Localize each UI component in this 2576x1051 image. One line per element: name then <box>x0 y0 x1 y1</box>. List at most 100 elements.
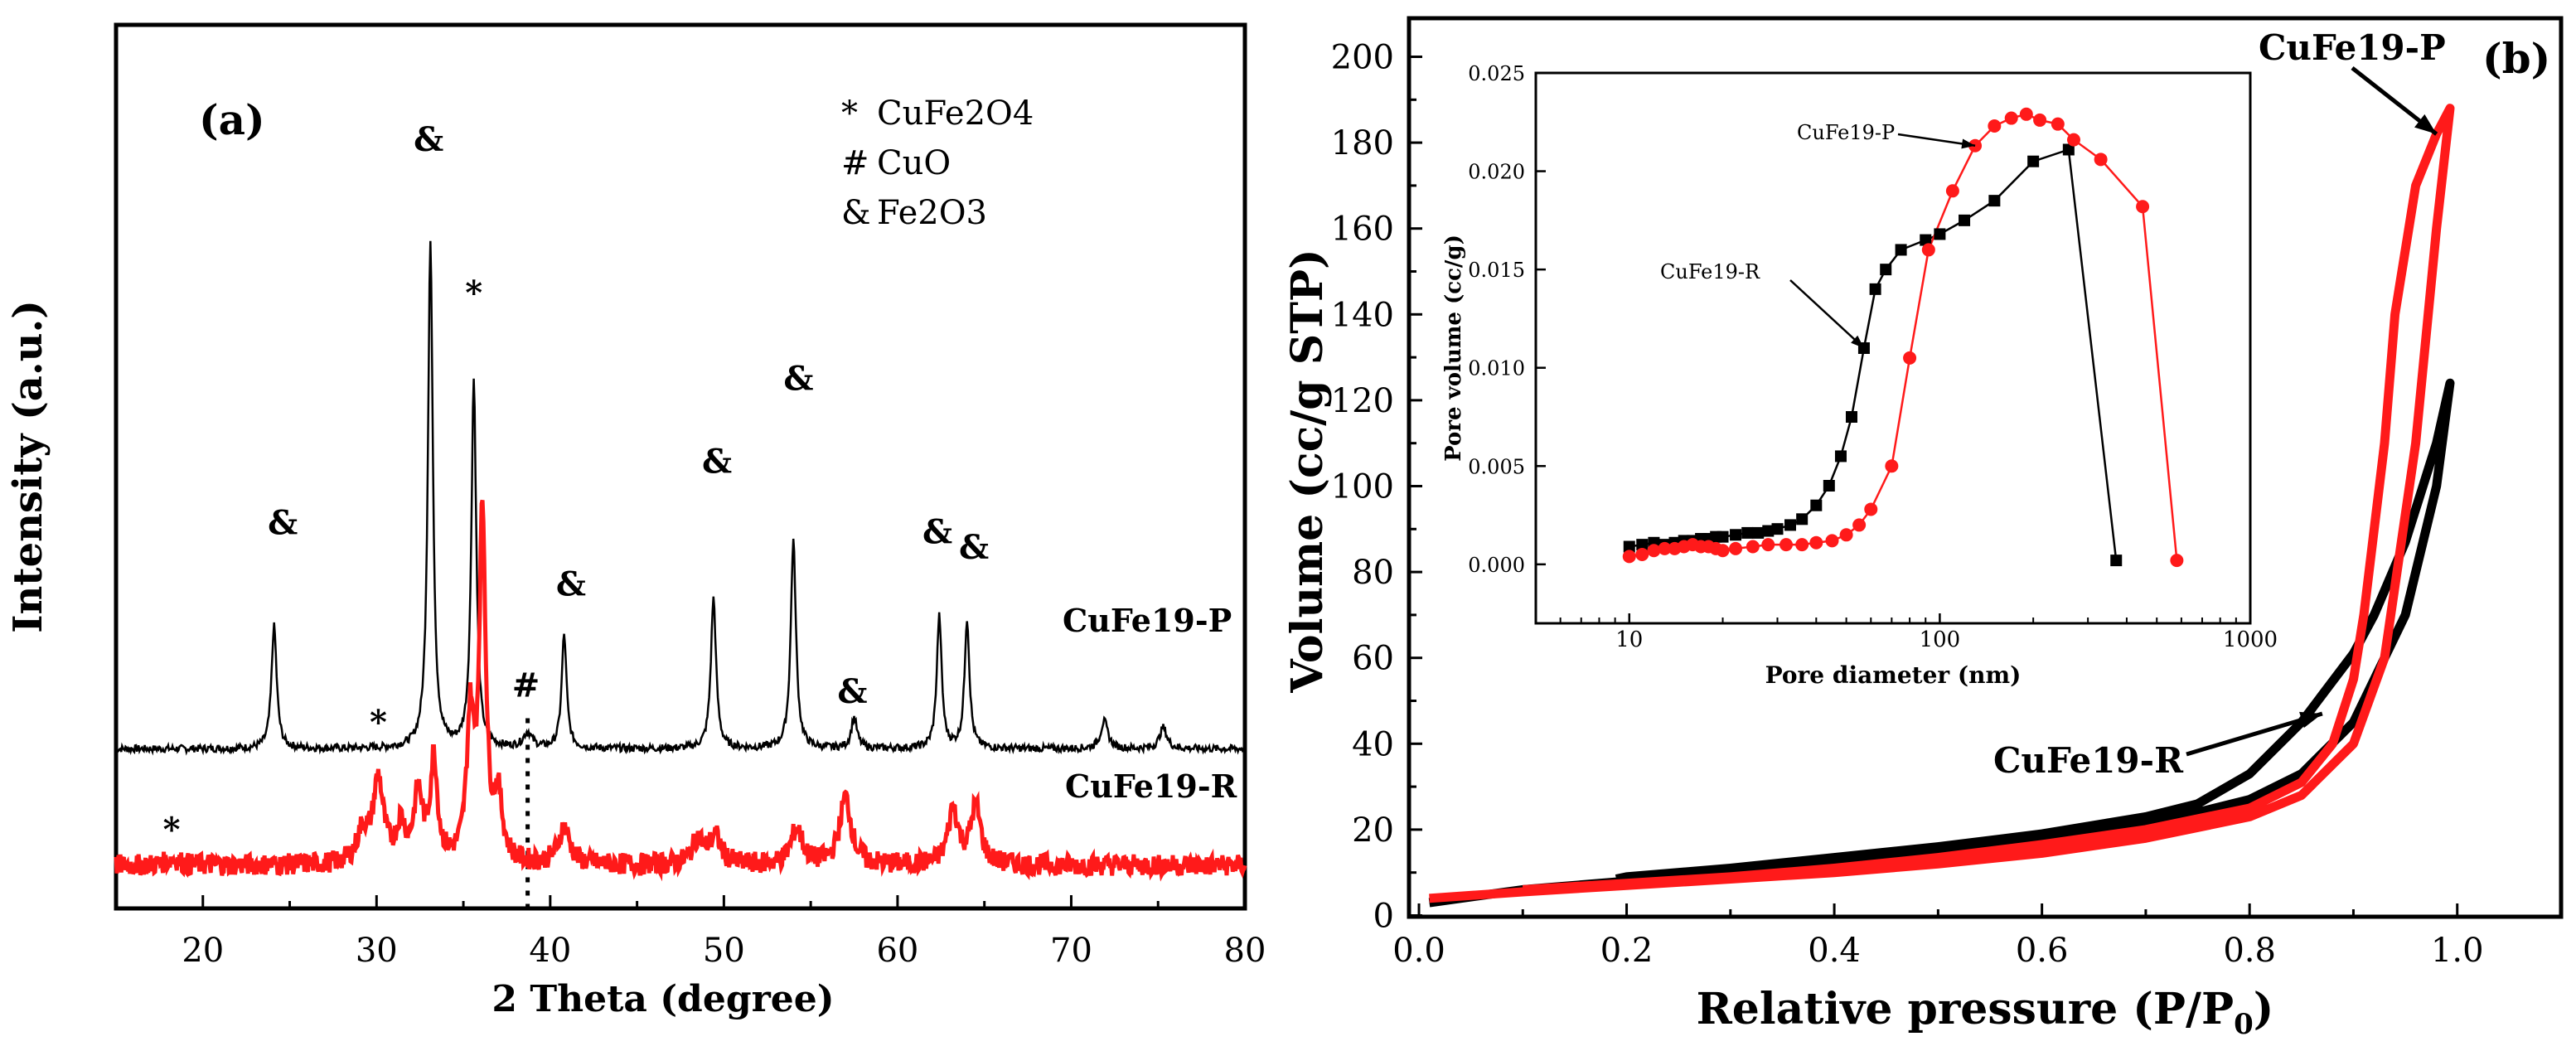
xrd-series-label-cufe19-r: CuFe19-R <box>1065 768 1237 805</box>
inset-y-tick-label-5: 0.025 <box>1468 62 1525 85</box>
xrd-peak-marker-8: & <box>922 513 952 552</box>
inset-point-cufe19-p-32 <box>2094 153 2108 167</box>
inset-point-cufe19-p-2 <box>1647 544 1661 558</box>
isotherm-y-tick-label-60: 60 <box>1352 640 1394 678</box>
xrd-peak-marker-0: & <box>268 504 298 543</box>
inset-x-axis-title: Pore diameter (nm) <box>1765 661 2022 689</box>
isotherm-y-tick-label-80: 80 <box>1352 554 1394 592</box>
isotherm-panel: 0.0 0.2 0.4 0.6 0.8 1.0 0 20 40 60 80 100 120 140 160 1… <box>1282 16 2564 1041</box>
isotherm-x-axis-title: Relative pressure (P/P0) <box>1697 984 2274 1041</box>
isotherm-x-tick-label-4: 0.8 <box>2223 932 2276 970</box>
isotherm-panel-label: (b) <box>2482 34 2550 83</box>
inset-point-cufe19-p-30 <box>2051 117 2065 131</box>
isotherm-y-tick-label-20: 20 <box>1352 811 1394 850</box>
xrd-peak-marker-11: * <box>163 811 181 850</box>
inset-point-cufe19-p-28 <box>2019 107 2033 121</box>
xrd-y-axis-title: Intensity (a.u.) <box>5 300 51 633</box>
inset-x-tick-label-1000: 1000 <box>2223 627 2278 652</box>
inset-point-cufe19-p-29 <box>2033 113 2047 127</box>
inset-point-cufe19-p-13 <box>1761 538 1775 552</box>
inset-pore-distribution: 10 100 10000.0000.0050.0100.0150.0200.025 … <box>1441 62 2278 689</box>
inset-x-tick-label-10: 10 <box>1615 627 1643 652</box>
xrd-legend-label-fe2o3: Fe2O3 <box>877 194 987 232</box>
isotherm-y-tick-label-140: 140 <box>1331 296 1394 334</box>
inset-point-cufe19-p-23 <box>1921 243 1935 257</box>
inset-point-cufe19-r-28 <box>1959 214 1971 226</box>
inset-point-cufe19-r-14 <box>1762 525 1775 537</box>
xrd-series-cufe19-r <box>114 499 1247 882</box>
isotherm-label-cufe19-r: CuFe19-R <box>1993 740 2184 781</box>
isotherm-x-axis-title-main: Relative pressure (P/P <box>1697 984 2235 1034</box>
isotherm-x-tick-label-3: 0.6 <box>2016 932 2069 970</box>
xrd-peak-marker-5: & <box>702 443 732 482</box>
inset-point-cufe19-r-16 <box>1784 519 1797 531</box>
inset-y-tick-label-4: 0.020 <box>1468 161 1525 184</box>
isotherm-y-tick-label-200: 200 <box>1331 39 1394 77</box>
inset-y-tick-label-2: 0.010 <box>1468 357 1525 380</box>
inset-point-cufe19-r-26 <box>1920 234 1932 246</box>
inset-point-cufe19-r-10 <box>1717 530 1729 543</box>
inset-point-cufe19-p-33 <box>2136 200 2150 214</box>
isotherm-x-tick-label-5: 1.0 <box>2431 932 2484 970</box>
isotherm-y-tick-label-160: 160 <box>1331 211 1394 249</box>
inset-point-cufe19-r-30 <box>2027 155 2040 167</box>
inset-point-cufe19-p-3 <box>1658 541 1672 555</box>
xrd-peak-marker-1: & <box>414 120 443 159</box>
inset-y-axis-title: Pore volume (cc/g) <box>1441 235 1466 462</box>
xrd-series-label-cufe19-p: CuFe19-P <box>1063 602 1232 639</box>
xrd-x-axis-title: 2 Theta (degree) <box>491 978 834 1020</box>
inset-point-cufe19-p-20 <box>1864 502 1878 516</box>
inset-y-tick-label-0: 0.000 <box>1468 554 1525 577</box>
isotherm-x-tick-label-0: 0.0 <box>1392 932 1445 970</box>
inset-point-cufe19-r-1 <box>1636 539 1649 551</box>
isotherm-y-tick-label-120: 120 <box>1331 382 1394 420</box>
inset-point-cufe19-p-10 <box>1716 544 1730 558</box>
xrd-x-tick-label-80: 80 <box>1224 932 1266 970</box>
inset-point-cufe19-p-31 <box>2066 133 2080 147</box>
xrd-peak-marker-4: & <box>556 565 586 604</box>
xrd-peak-marker-10: * <box>370 703 387 742</box>
xrd-legend-label-cuo: CuO <box>877 144 951 182</box>
inset-point-cufe19-r-19 <box>1823 480 1835 492</box>
isotherm-arrowhead-cufe19-r <box>2299 711 2322 729</box>
isotherm-y-tick-label-0: 0 <box>1373 898 1394 936</box>
inset-point-cufe19-r-24 <box>1880 264 1892 276</box>
xrd-peak-marker-7: & <box>837 672 867 711</box>
inset-y-tick-label-1: 0.005 <box>1468 455 1525 478</box>
isotherm-x-tick-label-1: 0.2 <box>1600 932 1654 970</box>
xrd-legend-marker-fe2o3: & <box>841 194 871 232</box>
inset-point-cufe19-p-22 <box>1903 351 1917 365</box>
inset-point-cufe19-r-12 <box>1741 526 1754 539</box>
isotherm-x-tick-label-2: 0.4 <box>1808 932 1861 970</box>
inset-point-cufe19-r-23 <box>1869 283 1881 295</box>
xrd-panel-label: (a) <box>199 95 265 144</box>
inset-y-tick-label-3: 0.015 <box>1468 259 1525 282</box>
isotherm-label-cufe19-p: CuFe19-P <box>2259 27 2446 68</box>
inset-plot-frame <box>1534 71 2252 625</box>
xrd-legend: * CuFe2O4 # CuO & Fe2O3 <box>841 94 1034 232</box>
xrd-peak-marker-6: & <box>783 360 813 399</box>
inset-point-cufe19-r-25 <box>1895 244 1907 256</box>
isotherm-y-tick-label-180: 180 <box>1331 124 1394 162</box>
inset-point-cufe19-r-32 <box>2110 555 2123 567</box>
inset-point-cufe19-p-18 <box>1839 528 1853 542</box>
inset-x-tick-label-100: 100 <box>1920 627 1961 652</box>
inset-point-cufe19-r-18 <box>1810 499 1823 511</box>
xrd-plot-frame <box>114 22 1247 911</box>
inset-point-cufe19-p-14 <box>1779 538 1794 552</box>
inset-point-cufe19-p-16 <box>1809 535 1823 550</box>
inset-point-cufe19-r-31 <box>2062 143 2075 156</box>
inset-point-cufe19-r-11 <box>1730 529 1742 541</box>
inset-point-cufe19-p-21 <box>1885 459 1899 473</box>
inset-point-cufe19-r-15 <box>1771 523 1784 535</box>
isotherm-x-axis-title-close: ) <box>2254 984 2274 1034</box>
inset-point-cufe19-r-13 <box>1752 526 1765 539</box>
isotherm-y-tick-label-40: 40 <box>1352 725 1394 763</box>
inset-point-cufe19-r-29 <box>1988 195 2001 207</box>
inset-point-cufe19-r-20 <box>1834 450 1847 463</box>
inset-point-cufe19-p-15 <box>1795 538 1809 552</box>
isotherm-plot-frame <box>1407 16 2564 919</box>
inset-label-cufe19-p: CuFe19-P <box>1797 121 1895 144</box>
xrd-series-cufe19-p <box>115 240 1246 756</box>
inset-point-cufe19-p-24 <box>1945 184 1959 198</box>
